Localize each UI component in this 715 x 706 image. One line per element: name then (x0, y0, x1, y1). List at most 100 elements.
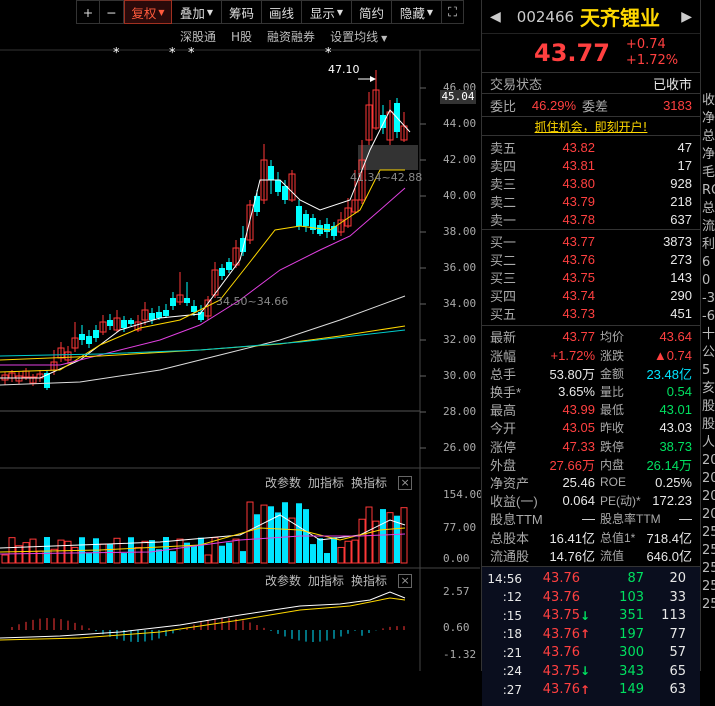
stat-value: 0.064 (562, 493, 595, 509)
chart-toolbar: + − 复权 ▼ 叠加 ▼ 筹码 画线 显示 ▼ 简约 隐藏 ▼ ⛶ (76, 0, 464, 24)
hide-button[interactable]: 隐藏 ▼ (392, 0, 442, 24)
ma-settings-link[interactable]: 设置均线 ▼ (330, 28, 387, 45)
stat-label: 今开 (490, 421, 517, 437)
add-indicator-button[interactable]: 加指标 (308, 476, 345, 490)
next-stock-icon[interactable]: ▶ (681, 8, 692, 25)
volume-bar (121, 553, 127, 563)
zoom-out-button[interactable]: − (100, 0, 124, 24)
stat-row: 总手 53.80万 金额 23.48亿 (482, 364, 700, 382)
candle-body (296, 206, 302, 226)
candle-body (79, 334, 85, 340)
margin-trading-link[interactable]: 融资融券 (267, 30, 316, 44)
stat-value: 172.23 (652, 493, 692, 509)
book-row[interactable]: 买二 43.76 273 (482, 250, 700, 268)
price-change-pct: +1.72% (625, 53, 679, 68)
prev-stock-icon[interactable]: ◀ (490, 8, 501, 25)
expand-icon[interactable]: ⛶ (442, 0, 464, 24)
stat-row: 换手* 3.65% 量比 0.54 (482, 382, 700, 400)
edit-params-button[interactable]: 改参数 (265, 574, 302, 588)
candle-body (198, 312, 204, 320)
volume-bar (380, 509, 386, 563)
book-row[interactable]: 卖四 43.81 17 (482, 156, 700, 174)
trade-price: 43.76 (542, 626, 580, 642)
stat-value: 718.4亿 (646, 530, 692, 546)
switch-indicator-button[interactable]: 换指标 (351, 574, 388, 588)
event-star[interactable]: * (325, 46, 332, 61)
edge-text: RO (702, 183, 715, 198)
event-star[interactable]: * (188, 46, 195, 61)
chevron-down-icon: ▼ (381, 34, 388, 43)
volume-bar (15, 545, 23, 564)
hk-connect-link[interactable]: 深股通 (180, 30, 217, 44)
stat-label: 涨幅 (490, 348, 517, 364)
stat-label: ROE (600, 475, 627, 490)
stat-label: 流值 (600, 548, 625, 563)
display-button[interactable]: 显示 ▼ (302, 0, 352, 24)
draw-line-button[interactable]: 画线 (262, 0, 302, 24)
trade-arrow-icon: ↑ (580, 627, 591, 642)
candle-body (149, 313, 155, 320)
volume-bar (44, 537, 50, 563)
event-star[interactable]: * (113, 46, 120, 61)
book-row[interactable]: 买四 43.74 290 (482, 287, 700, 305)
stats-table: 最新 43.77 均价 43.64 涨幅 +1.72% 涨跌 ▲0.74 总手 53.80万 金额 2… (482, 326, 700, 564)
simple-button[interactable]: 简约 (352, 0, 392, 24)
volume-bar (86, 553, 92, 563)
switch-indicator-button[interactable]: 换指标 (351, 476, 388, 490)
promo-link[interactable]: 抓住机会，即刻开户! (534, 119, 648, 134)
add-indicator-button[interactable]: 加指标 (308, 574, 345, 588)
y-tick: 77.00 (443, 521, 477, 534)
close-icon[interactable]: × (398, 475, 413, 490)
book-label: 买三 (490, 270, 517, 286)
book-row[interactable]: 卖三 43.80 928 (482, 174, 700, 192)
dea-line (0, 597, 406, 641)
volume-bar (8, 537, 16, 564)
stat-label: 总值1* (600, 530, 636, 545)
edge-text: 25 (702, 597, 715, 612)
stat-value: 43.03 (659, 420, 692, 436)
candle-body (288, 173, 296, 201)
book-volume: 143 (670, 269, 692, 285)
event-star[interactable]: * (169, 46, 176, 61)
candle-body (268, 166, 274, 180)
chevron-down-icon: ▼ (158, 7, 165, 17)
book-volume: 273 (670, 251, 692, 267)
book-row[interactable]: 卖一 43.78 637 (482, 211, 700, 229)
zoom-in-button[interactable]: + (76, 0, 100, 24)
book-price: 43.76 (562, 251, 595, 267)
kline-chart[interactable] (0, 0, 480, 671)
volume-bar (107, 544, 113, 563)
promo-bar[interactable]: 抓住机会，即刻开户! (482, 116, 700, 136)
volume-bar (232, 538, 240, 564)
book-row[interactable]: 卖五 43.82 47 (482, 138, 700, 156)
edge-text: -3 (702, 291, 715, 306)
display-label: 显示 (309, 5, 335, 21)
stat-value: 43.64 (659, 329, 692, 345)
volume-bar (246, 501, 254, 564)
volume-bar (184, 542, 190, 563)
stat-value: 43.05 (562, 420, 595, 436)
book-row[interactable]: 买一 43.77 3873 (482, 232, 700, 250)
book-row[interactable]: 卖二 43.79 218 (482, 193, 700, 211)
edge-text: 十 (702, 327, 715, 342)
candle-body (170, 298, 176, 306)
candle-body (337, 219, 345, 233)
chips-button[interactable]: 筹码 (222, 0, 262, 24)
ma250-line (0, 329, 406, 357)
close-icon[interactable]: × (398, 573, 413, 588)
stat-row: 涨停 47.33 跌停 38.73 (482, 437, 700, 455)
book-row[interactable]: 买五 43.73 451 (482, 305, 700, 323)
h-share-link[interactable]: H股 (231, 30, 253, 44)
adjust-button[interactable]: 复权 ▼ (124, 0, 172, 24)
price-block: 43.77 +0.74 +1.72% (482, 34, 700, 72)
trade-row: :15 43.75 ↓ 351 113 (482, 606, 700, 625)
overlay-button[interactable]: 叠加 ▼ (172, 0, 222, 24)
stat-value: 14.76亿 (549, 548, 595, 564)
ratio-label: 委比 (490, 98, 517, 114)
trade-time: :15 (502, 608, 522, 623)
volume-bar (128, 537, 134, 563)
book-row[interactable]: 买三 43.75 143 (482, 268, 700, 286)
book-volume: 928 (670, 175, 692, 191)
edit-params-button[interactable]: 改参数 (265, 476, 302, 490)
trade-arrow-icon: ↓ (580, 608, 591, 623)
